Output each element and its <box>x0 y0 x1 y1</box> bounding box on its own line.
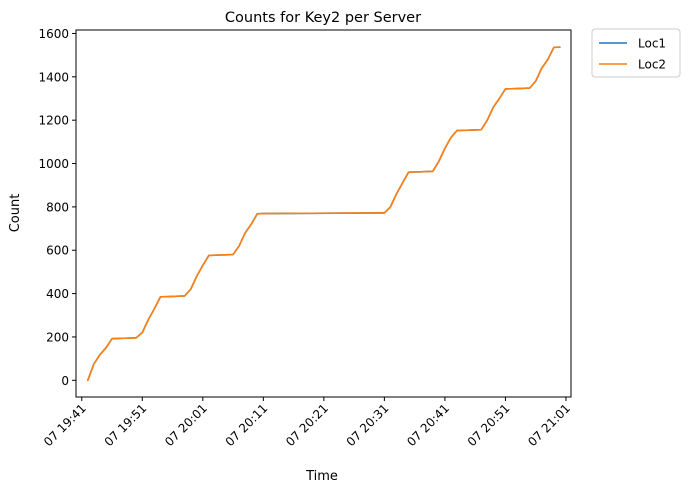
y-axis: 0 200 400 600 800 1000 1200 1400 1600 <box>38 27 76 388</box>
series-layer <box>87 46 561 382</box>
legend-entries: Loc1 Loc2 <box>599 37 666 72</box>
y-tick-label: 800 <box>46 200 69 214</box>
y-tick-label: 1200 <box>38 114 69 128</box>
series-line-loc2 <box>87 46 561 382</box>
y-tick-label: 200 <box>46 330 69 344</box>
y-tick-label: 400 <box>46 287 69 301</box>
y-tick-label: 1000 <box>38 157 69 171</box>
y-tick-label: 0 <box>61 374 69 388</box>
legend-frame <box>591 28 681 78</box>
y-tick-label: 1600 <box>38 27 69 41</box>
y-axis-label: Count <box>8 194 23 233</box>
y-tick-label: 1400 <box>38 70 69 84</box>
legend-label-loc1: Loc1 <box>638 37 666 51</box>
chart-title: Counts for Key2 per Server <box>225 10 421 26</box>
legend: Loc1 Loc2 <box>591 28 681 78</box>
legend-label-loc2: Loc2 <box>638 58 666 72</box>
x-axis-label: Time <box>305 469 338 484</box>
y-tick-label: 600 <box>46 244 69 258</box>
